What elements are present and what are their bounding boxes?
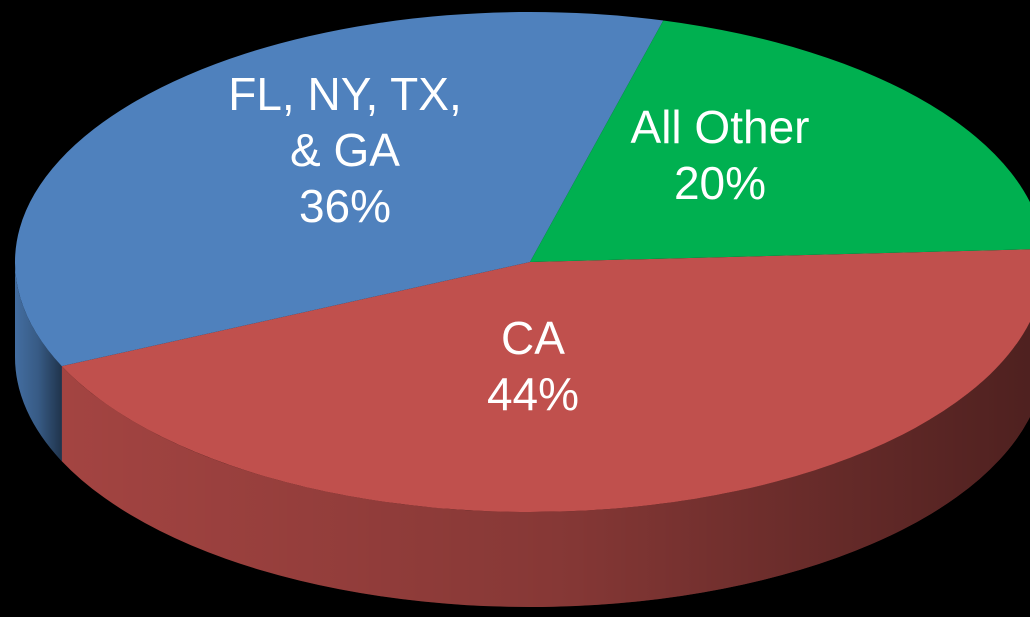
category-label: CA [501, 312, 565, 364]
slice-side-shade [15, 262, 62, 462]
slice-label: All Other 20% [631, 99, 810, 211]
value-label: 20% [673, 157, 767, 209]
value-label: 36% [298, 180, 392, 232]
slice-label: CA 44% [487, 310, 579, 422]
slice [61, 249, 1030, 512]
value-label: 44% [486, 368, 580, 420]
slice-side-shade [61, 321, 1030, 607]
category-label: All Other [630, 101, 810, 153]
slice [14, 11, 664, 367]
category-label: FL, NY, TX, & GA [228, 68, 462, 176]
slice [530, 20, 1030, 262]
slice-label: FL, NY, TX, & GA 36% [225, 66, 465, 234]
